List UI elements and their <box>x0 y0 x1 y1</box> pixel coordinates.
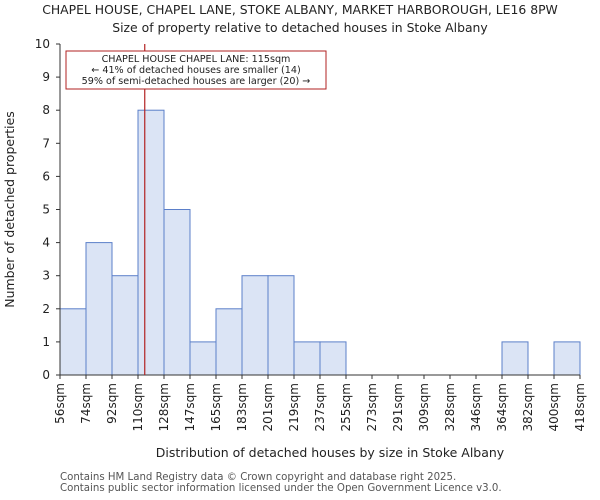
chart-title: CHAPEL HOUSE, CHAPEL LANE, STOKE ALBANY,… <box>42 2 558 17</box>
bar-165sqm <box>215 308 243 376</box>
x-tick-label-364sqm: 364sqm <box>495 383 509 431</box>
x-tick-label-74sqm: 74sqm <box>79 383 93 424</box>
y-tick-label-8: 8 <box>42 103 50 117</box>
bar-237sqm <box>319 341 347 376</box>
annotation-box <box>65 50 327 90</box>
y-tick-label-7: 7 <box>42 136 50 150</box>
bar-219sqm <box>293 341 321 376</box>
bar-56sqm <box>59 308 87 376</box>
bar-201sqm <box>267 275 295 376</box>
x-tick-label-183sqm: 183sqm <box>235 383 249 431</box>
bar-74sqm <box>85 242 113 376</box>
x-tick-label-400sqm: 400sqm <box>547 383 561 431</box>
y-tick-label-0: 0 <box>42 368 50 382</box>
bar-183sqm <box>241 275 269 376</box>
x-tick-label-291sqm: 291sqm <box>391 383 405 431</box>
y-tick-label-1: 1 <box>42 335 50 349</box>
x-tick-label-255sqm: 255sqm <box>339 383 353 431</box>
y-tick-label-5: 5 <box>42 203 50 217</box>
x-tick-label-273sqm: 273sqm <box>365 383 379 431</box>
x-tick-label-219sqm: 219sqm <box>287 383 301 431</box>
bar-364sqm <box>501 341 529 376</box>
y-tick-label-3: 3 <box>42 269 50 283</box>
x-tick-label-92sqm: 92sqm <box>105 383 119 424</box>
x-tick-label-328sqm: 328sqm <box>443 383 457 431</box>
histogram-plot: 0 1 2 3 4 5 6 7 8 9 10 56sqm 74sqm 92sqm 110sqm 128sqm 1… <box>2 37 587 460</box>
y-tick-label-10: 10 <box>35 37 50 51</box>
annotation-line-1: CHAPEL HOUSE CHAPEL LANE: 115sqm <box>102 54 291 65</box>
x-tick-label-165sqm: 165sqm <box>209 383 223 431</box>
x-tick-label-237sqm: 237sqm <box>313 383 327 431</box>
footer-licence: Contains public sector information licen… <box>60 483 502 494</box>
y-tick-label-4: 4 <box>42 236 50 250</box>
x-tick-label-147sqm: 147sqm <box>183 383 197 431</box>
x-tick-label-309sqm: 309sqm <box>417 383 431 431</box>
x-tick-label-110sqm: 110sqm <box>131 383 145 431</box>
chart-subtitle: Size of property relative to detached ho… <box>112 20 488 35</box>
footer-copyright: Contains HM Land Registry data © Crown c… <box>60 472 457 483</box>
x-tick-label-201sqm: 201sqm <box>261 383 275 431</box>
annotation-line-3: 59% of semi-detached houses are larger (… <box>82 76 311 87</box>
annotation-line-2: ← 41% of detached houses are smaller (14… <box>91 65 300 76</box>
bar-128sqm <box>163 209 191 376</box>
bar-92sqm <box>111 275 139 376</box>
y-tick-label-9: 9 <box>42 70 50 84</box>
x-tick-label-346sqm: 346sqm <box>469 383 483 431</box>
x-tick-label-418sqm: 418sqm <box>573 383 587 431</box>
x-axis-label: Distribution of detached houses by size … <box>156 445 505 460</box>
x-tick-label-382sqm: 382sqm <box>521 383 535 431</box>
x-tick-label-128sqm: 128sqm <box>157 383 171 431</box>
x-tick-label-56sqm: 56sqm <box>53 383 67 424</box>
y-axis-label: Number of detached properties <box>2 111 17 308</box>
bar-110sqm <box>137 109 165 376</box>
y-tick-label-2: 2 <box>42 302 50 316</box>
y-tick-label-6: 6 <box>42 169 50 183</box>
bar-400sqm <box>553 341 581 376</box>
bar-147sqm <box>189 341 217 376</box>
